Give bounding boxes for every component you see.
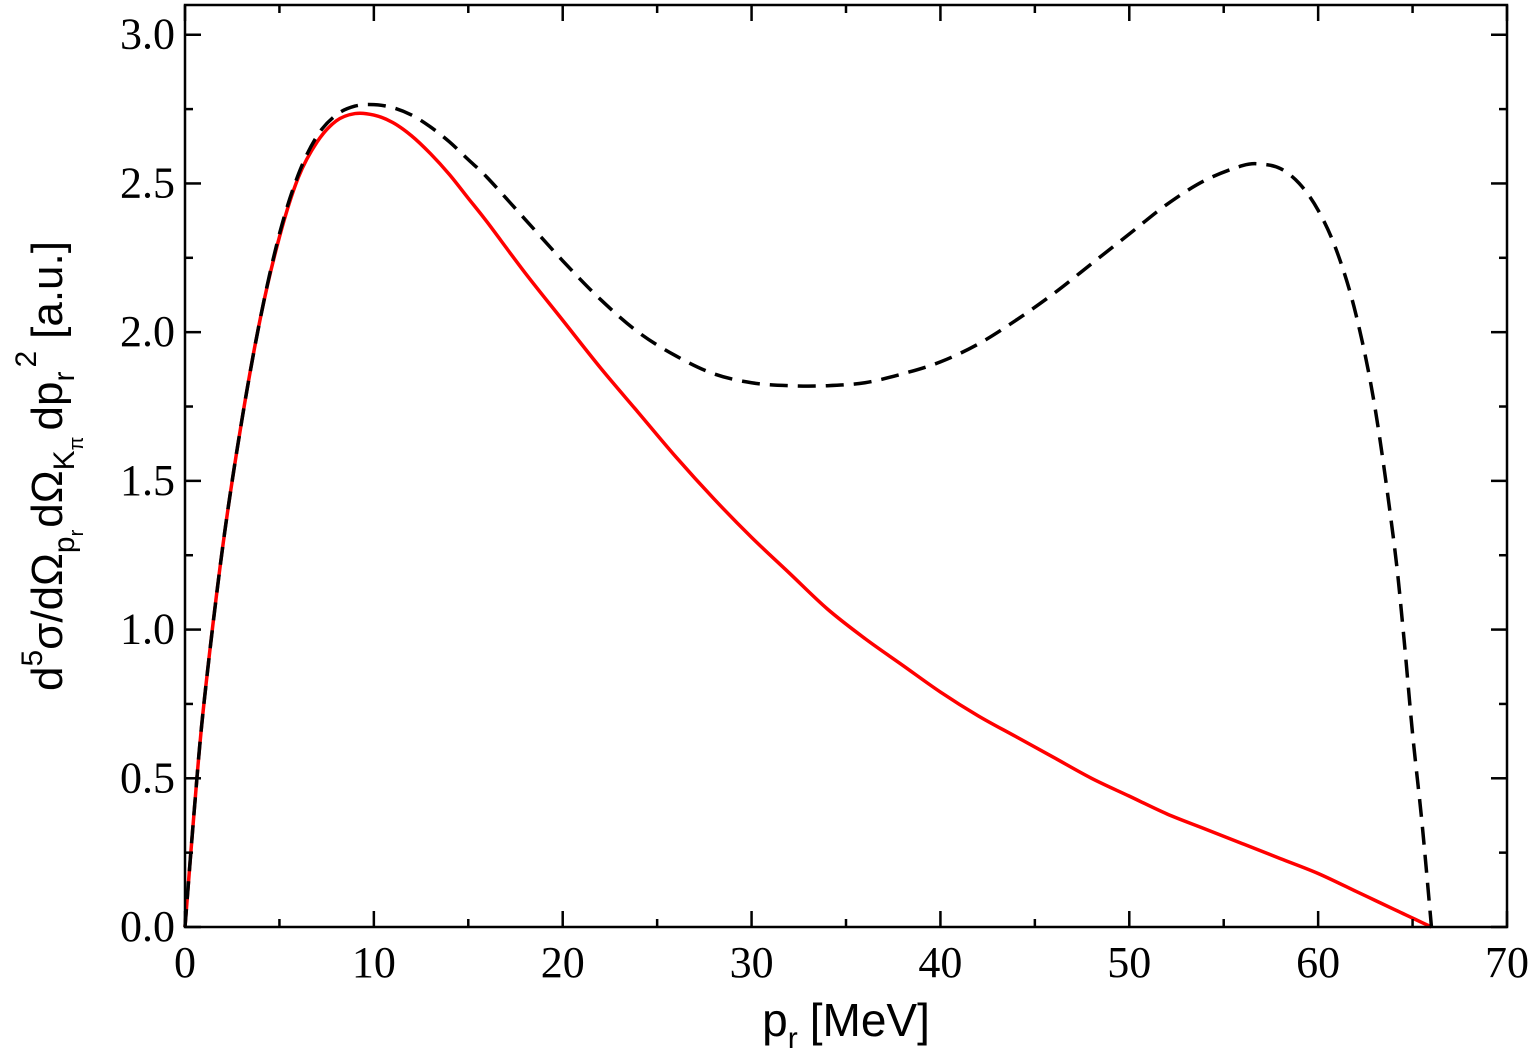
x-tick-label: 50	[1107, 938, 1151, 987]
x-axis-title-unit: [MeV]	[810, 994, 930, 1046]
y-tick-label: 1.5	[120, 456, 175, 505]
y-tick-label: 1.0	[120, 605, 175, 654]
y-tick-label: 0.5	[120, 753, 175, 802]
y-tick-label: 2.5	[120, 158, 175, 207]
y-axis-title-tail-sub: r	[48, 372, 81, 382]
y-axis-title-sub1: p	[48, 536, 81, 553]
y-axis-title-sub1-sub: r	[66, 529, 88, 536]
x-tick-label: 60	[1296, 938, 1340, 987]
tick-layer: 0 10 20 30 40 50 60 70 0.0 0.5 1.0 1.5 2.0 2.5 3.0	[120, 5, 1529, 987]
x-tick-label: 40	[918, 938, 962, 987]
y-axis-title-d-sup: 5	[16, 650, 49, 667]
solid-series-line	[183, 111, 1433, 929]
x-axis-title-sub: r	[788, 1022, 798, 1055]
y-axis-title-tail-sup: 2	[10, 351, 43, 368]
x-tick-label: 70	[1485, 938, 1529, 987]
x-axis-title-base: p	[762, 994, 788, 1046]
x-tick-label: 0	[174, 938, 196, 987]
y-axis-title-sub2-sub: π	[66, 437, 88, 451]
y-tick-label: 2.0	[120, 307, 175, 356]
series-layer	[183, 102, 1434, 929]
y-tick-label: 0.0	[120, 902, 175, 951]
x-tick-label: 30	[730, 938, 774, 987]
y-axis-title-unit: [a.u.]	[23, 241, 72, 339]
dashed-series-line	[183, 102, 1434, 928]
y-axis-title-mid: σ/dΩ	[23, 553, 72, 650]
x-axis-title: pr [MeV]	[762, 994, 930, 1055]
x-tick-label: 10	[352, 938, 396, 987]
y-axis-title-sub2: K	[48, 450, 81, 470]
y-axis-title-d: d	[23, 667, 72, 691]
x-tick-label: 20	[541, 938, 585, 987]
y-axis-title-tail: dp	[23, 382, 72, 431]
y-tick-label: 3.0	[120, 10, 175, 59]
y-axis-title: d5σ/dΩprdΩKπdpr2[a.u.]	[10, 241, 88, 691]
y-axis-title-mid2: dΩ	[23, 470, 72, 527]
